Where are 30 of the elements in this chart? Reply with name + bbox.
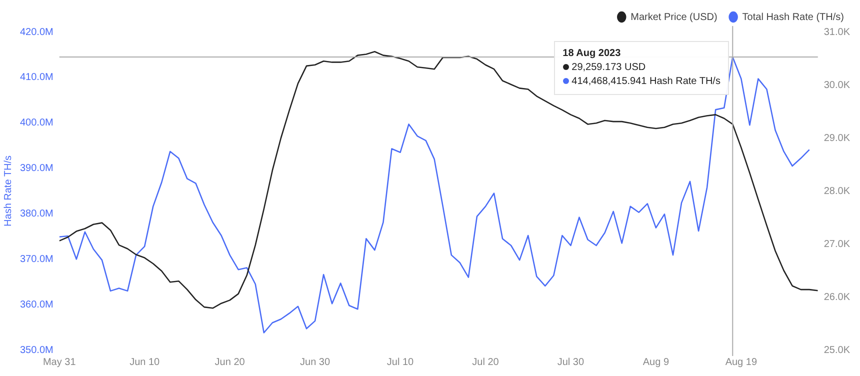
legend-label: Market Price (USD): [630, 12, 718, 23]
y-tick-label: 400.0M: [20, 118, 54, 129]
y2-tick-label: 25.0K: [824, 344, 850, 356]
y2-tick-label: 29.0K: [824, 132, 850, 144]
x-tick-label: Aug 19: [725, 356, 758, 368]
y-tick-label: 420.0M: [20, 26, 54, 38]
y-axis-title: Hash Rate TH/s: [2, 156, 14, 226]
annotation: 414,468,415.941 Hash Rate TH/s: [572, 76, 720, 87]
y-tick-label: 410.0M: [20, 72, 54, 84]
y2-tick-label: 27.0K: [824, 238, 850, 250]
y-tick-label: 390.0M: [20, 163, 54, 174]
x-tick-label: Jun 30: [300, 356, 330, 368]
legend-label: Total Hash Rate (TH/s): [742, 12, 844, 23]
y-tick-label: 380.0M: [20, 208, 54, 220]
y2-tick-label: 28.0K: [824, 186, 850, 197]
y-tick-label: 360.0M: [20, 299, 54, 310]
y2-tick-label: 26.0K: [824, 292, 850, 303]
annotation: 29,259.173 USD: [572, 62, 646, 73]
y2-tick-label: 30.0K: [824, 80, 850, 91]
y-tick-label: 350.0M: [20, 344, 54, 356]
annotation: 18 Aug 2023: [562, 48, 621, 59]
x-tick-label: Jun 10: [130, 356, 160, 368]
y2-tick-label: 31.0K: [824, 26, 850, 38]
x-tick-label: Jul 10: [386, 356, 414, 368]
x-tick-label: Jul 20: [472, 356, 500, 368]
x-tick-label: Jul 30: [557, 356, 584, 368]
x-tick-label: Jun 20: [214, 356, 246, 368]
y-tick-label: 370.0M: [20, 254, 54, 265]
x-tick-label: May 31: [42, 356, 76, 368]
x-tick-label: Aug 9: [642, 356, 670, 368]
